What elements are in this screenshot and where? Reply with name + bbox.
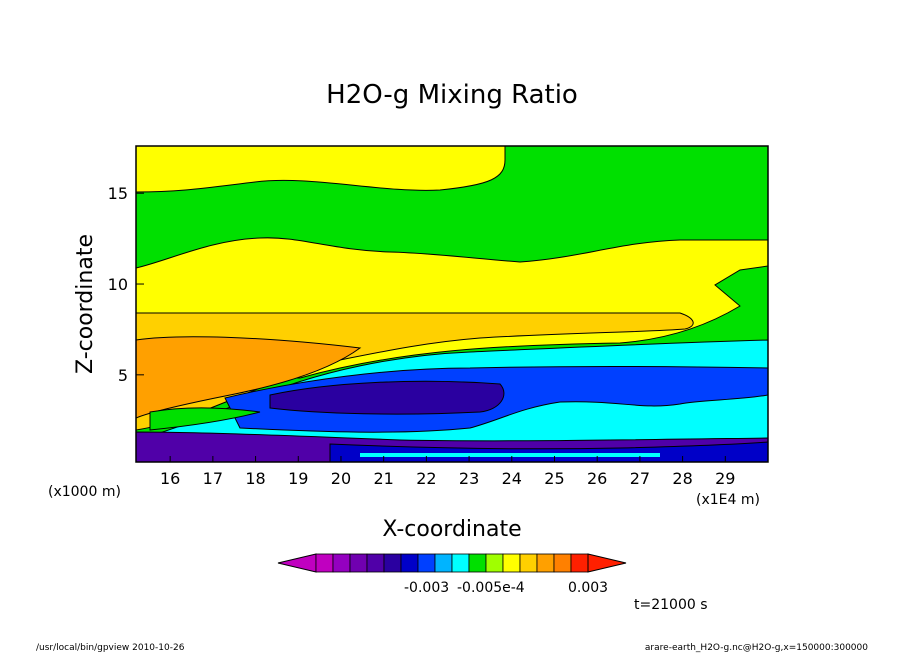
colorbar-swatch [332,553,351,573]
x-units-left: (x1000 m) [48,484,121,500]
x-tick-label: 16 [160,469,180,488]
colorbar-swatch [485,553,504,573]
x-tick-label: 28 [672,469,692,488]
x-tick-label: 21 [373,469,393,488]
x-tick-label: 24 [502,469,522,488]
y-tick-label: 10 [108,275,128,294]
colorbar-label-1: -0.005e-4 [457,580,525,596]
colorbar-swatch [383,553,402,573]
x-tick-label: 26 [587,469,607,488]
colorbar-swatch [349,553,368,573]
x-tick-label: 17 [203,469,223,488]
colorbar-swatch [519,553,538,573]
layer-surface-stripe [360,453,660,457]
colorbar-swatch [366,553,385,573]
plot-area: 16 17 18 19 20 21 22 23 24 25 26 27 28 29 5 10 15 [108,145,769,488]
footer-right: arare-earth_H2O-g.nc@H2O-g,x=150000:3000… [645,643,868,653]
x-tick-label: 20 [331,469,351,488]
x-tick-label: 23 [459,469,479,488]
layer-low-core [269,380,505,415]
time-label: t=21000 s [634,597,708,613]
colorbar-swatch [536,553,555,573]
x-tick-label: 25 [544,469,564,488]
colorbar-label-0: -0.003 [404,580,449,596]
y-axis-label: Z-coordinate [73,234,98,374]
colorbar [277,553,627,573]
colorbar-over-arrow [587,553,627,573]
y-tick-label: 5 [118,366,128,385]
y-tick-label: 15 [108,184,128,203]
layer-left-core [136,336,362,419]
colorbar-swatch [417,553,436,573]
colorbar-swatch [570,553,589,573]
x-units-right: (x1E4 m) [696,492,760,508]
colorbar-swatch [434,553,453,573]
x-axis-label: X-coordinate [382,517,521,542]
x-tick-label: 18 [245,469,265,488]
x-tick-label: 27 [630,469,650,488]
colorbar-swatch [451,553,470,573]
colorbar-label-2: 0.003 [568,580,608,596]
colorbar-swatch [400,553,419,573]
chart-title: H2O-g Mixing Ratio [326,80,578,110]
layer-green-wisp [149,407,261,431]
colorbar-under-arrow [277,553,317,573]
colorbar-swatch [553,553,572,573]
colorbar-swatch [315,553,334,573]
plot-frame [135,145,769,463]
contour-fill [136,146,768,462]
layer-top-blob [136,146,506,193]
colorbar-swatch [468,553,487,573]
x-tick-label: 19 [288,469,308,488]
footer-left: /usr/local/bin/gpview 2010-10-26 [36,643,185,653]
x-axis: 16 17 18 19 20 21 22 23 24 25 26 27 28 29 [160,456,735,488]
x-tick-label: 29 [715,469,735,488]
x-tick-label: 22 [416,469,436,488]
colorbar-swatch [502,553,521,573]
y-axis: 5 10 15 [108,184,144,385]
